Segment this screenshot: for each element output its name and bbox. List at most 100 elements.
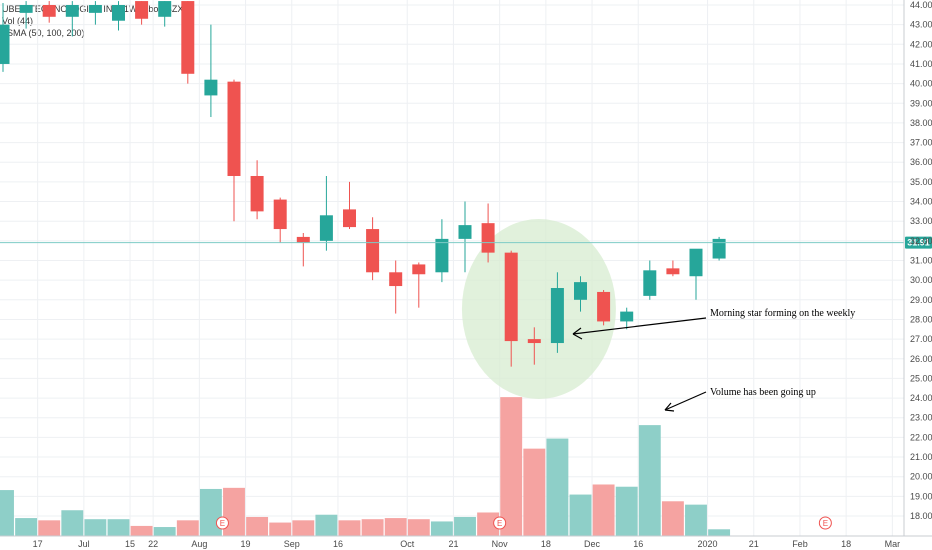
y-tick-label: 32.00 bbox=[910, 236, 932, 246]
y-tick-label: 20.00 bbox=[910, 472, 932, 482]
y-tick-label: 42.00 bbox=[910, 39, 932, 49]
volume-bar bbox=[407, 519, 430, 536]
volume-bars bbox=[0, 397, 731, 536]
x-tick-label: 21 bbox=[749, 539, 759, 549]
y-tick-label: 27.00 bbox=[910, 334, 932, 344]
y-tick-label: 23.00 bbox=[910, 413, 932, 423]
candle-body bbox=[458, 225, 472, 239]
annotations: Morning star forming on the weekly Volum… bbox=[572, 308, 855, 412]
x-tick-label: 19 bbox=[241, 539, 251, 549]
volume-bar bbox=[685, 504, 707, 536]
volume-bar bbox=[38, 520, 61, 536]
candle-body bbox=[643, 270, 657, 296]
candle-body bbox=[296, 236, 310, 243]
volume-bar bbox=[292, 520, 315, 536]
candle-body bbox=[227, 81, 241, 176]
candle-body bbox=[65, 5, 79, 17]
candle-body bbox=[504, 252, 518, 342]
y-tick-label: 35.00 bbox=[910, 177, 932, 187]
volume-bar bbox=[269, 522, 292, 536]
volume-bar bbox=[107, 519, 130, 536]
y-tick-label: 40.00 bbox=[910, 79, 932, 89]
y-tick-label: 29.00 bbox=[910, 295, 932, 305]
volume-bar bbox=[708, 529, 731, 536]
candle-body bbox=[250, 175, 264, 212]
volume-bar bbox=[592, 484, 615, 536]
volume-bar bbox=[661, 501, 684, 536]
candle-body bbox=[42, 5, 56, 17]
y-tick-label: 38.00 bbox=[910, 118, 932, 128]
x-tick-label: 21 bbox=[448, 539, 458, 549]
volume-bar bbox=[569, 494, 592, 536]
candle-body bbox=[366, 229, 380, 273]
candle-body bbox=[620, 311, 634, 322]
candle-body bbox=[158, 1, 172, 17]
earnings-marker: E bbox=[493, 516, 507, 530]
volume-bar bbox=[638, 425, 661, 536]
candle-body bbox=[112, 5, 125, 21]
candle-body bbox=[412, 264, 426, 275]
y-tick-label: 30.00 bbox=[910, 275, 932, 285]
volume-bar bbox=[384, 518, 407, 536]
candle-body bbox=[88, 5, 102, 13]
volume-bar bbox=[477, 512, 500, 536]
candle-body bbox=[273, 199, 287, 230]
candle-body bbox=[712, 238, 726, 259]
candle-body bbox=[389, 272, 403, 287]
volume-bar bbox=[361, 519, 384, 536]
grid bbox=[0, 0, 904, 536]
volume-bar bbox=[61, 510, 84, 536]
x-tick-label: 2020 bbox=[698, 539, 718, 549]
earnings-marker-label: E bbox=[497, 519, 502, 528]
morning-star-arrow bbox=[572, 317, 707, 335]
volume-bar bbox=[153, 527, 176, 536]
y-tick-label: 31.00 bbox=[910, 256, 932, 266]
candle-body bbox=[666, 268, 680, 275]
candle-body bbox=[343, 209, 356, 228]
legend-sma: 3SMA (50, 100, 200) bbox=[2, 28, 85, 38]
volume-bar bbox=[130, 525, 153, 536]
volume-bar bbox=[176, 520, 199, 536]
earnings-marker-label: E bbox=[220, 519, 225, 528]
x-tick-label: 17 bbox=[33, 539, 43, 549]
x-tick-label: Sep bbox=[284, 539, 300, 549]
x-tick-label: Dec bbox=[584, 539, 601, 549]
y-tick-label: 43.00 bbox=[910, 20, 932, 30]
y-tick-label: 34.00 bbox=[910, 197, 932, 207]
x-tick-label: Nov bbox=[492, 539, 509, 549]
volume-bar bbox=[615, 486, 638, 536]
volume-bar bbox=[246, 516, 269, 536]
x-tick-label: Aug bbox=[191, 539, 207, 549]
volume-arrow bbox=[664, 391, 707, 411]
volume-bar bbox=[546, 438, 569, 536]
price-line: 31.91 bbox=[0, 236, 932, 249]
highlight-layer bbox=[461, 219, 616, 399]
x-tick-label: Jul bbox=[78, 539, 90, 549]
morning-star-highlight bbox=[461, 219, 616, 399]
legend-volume: Vol (44) bbox=[2, 16, 34, 26]
candle-body bbox=[319, 215, 333, 241]
earnings-marker-label: E bbox=[823, 519, 828, 528]
x-tick-label: 22 bbox=[148, 539, 158, 549]
morning-star-annotation: Morning star forming on the weekly bbox=[710, 308, 855, 319]
y-tick-label: 44.00 bbox=[910, 0, 932, 10]
y-tick-label: 18.00 bbox=[910, 511, 932, 521]
volume-bar bbox=[454, 516, 476, 536]
y-tick-label: 26.00 bbox=[910, 354, 932, 364]
candle-body bbox=[597, 291, 611, 322]
candle-body bbox=[527, 339, 541, 344]
y-tick-label: 19.00 bbox=[910, 491, 932, 501]
price-tag bbox=[905, 236, 932, 249]
volume-bar bbox=[15, 518, 38, 536]
earnings-marker: E bbox=[818, 516, 832, 530]
candle-body bbox=[0, 24, 10, 64]
y-tick-label: 22.00 bbox=[910, 432, 932, 442]
y-tick-label: 37.00 bbox=[910, 138, 932, 148]
candle-body bbox=[481, 223, 495, 253]
volume-bar bbox=[500, 397, 523, 536]
volume-bar bbox=[223, 487, 245, 536]
volume-bar bbox=[430, 521, 453, 536]
x-tick-label: 18 bbox=[841, 539, 851, 549]
